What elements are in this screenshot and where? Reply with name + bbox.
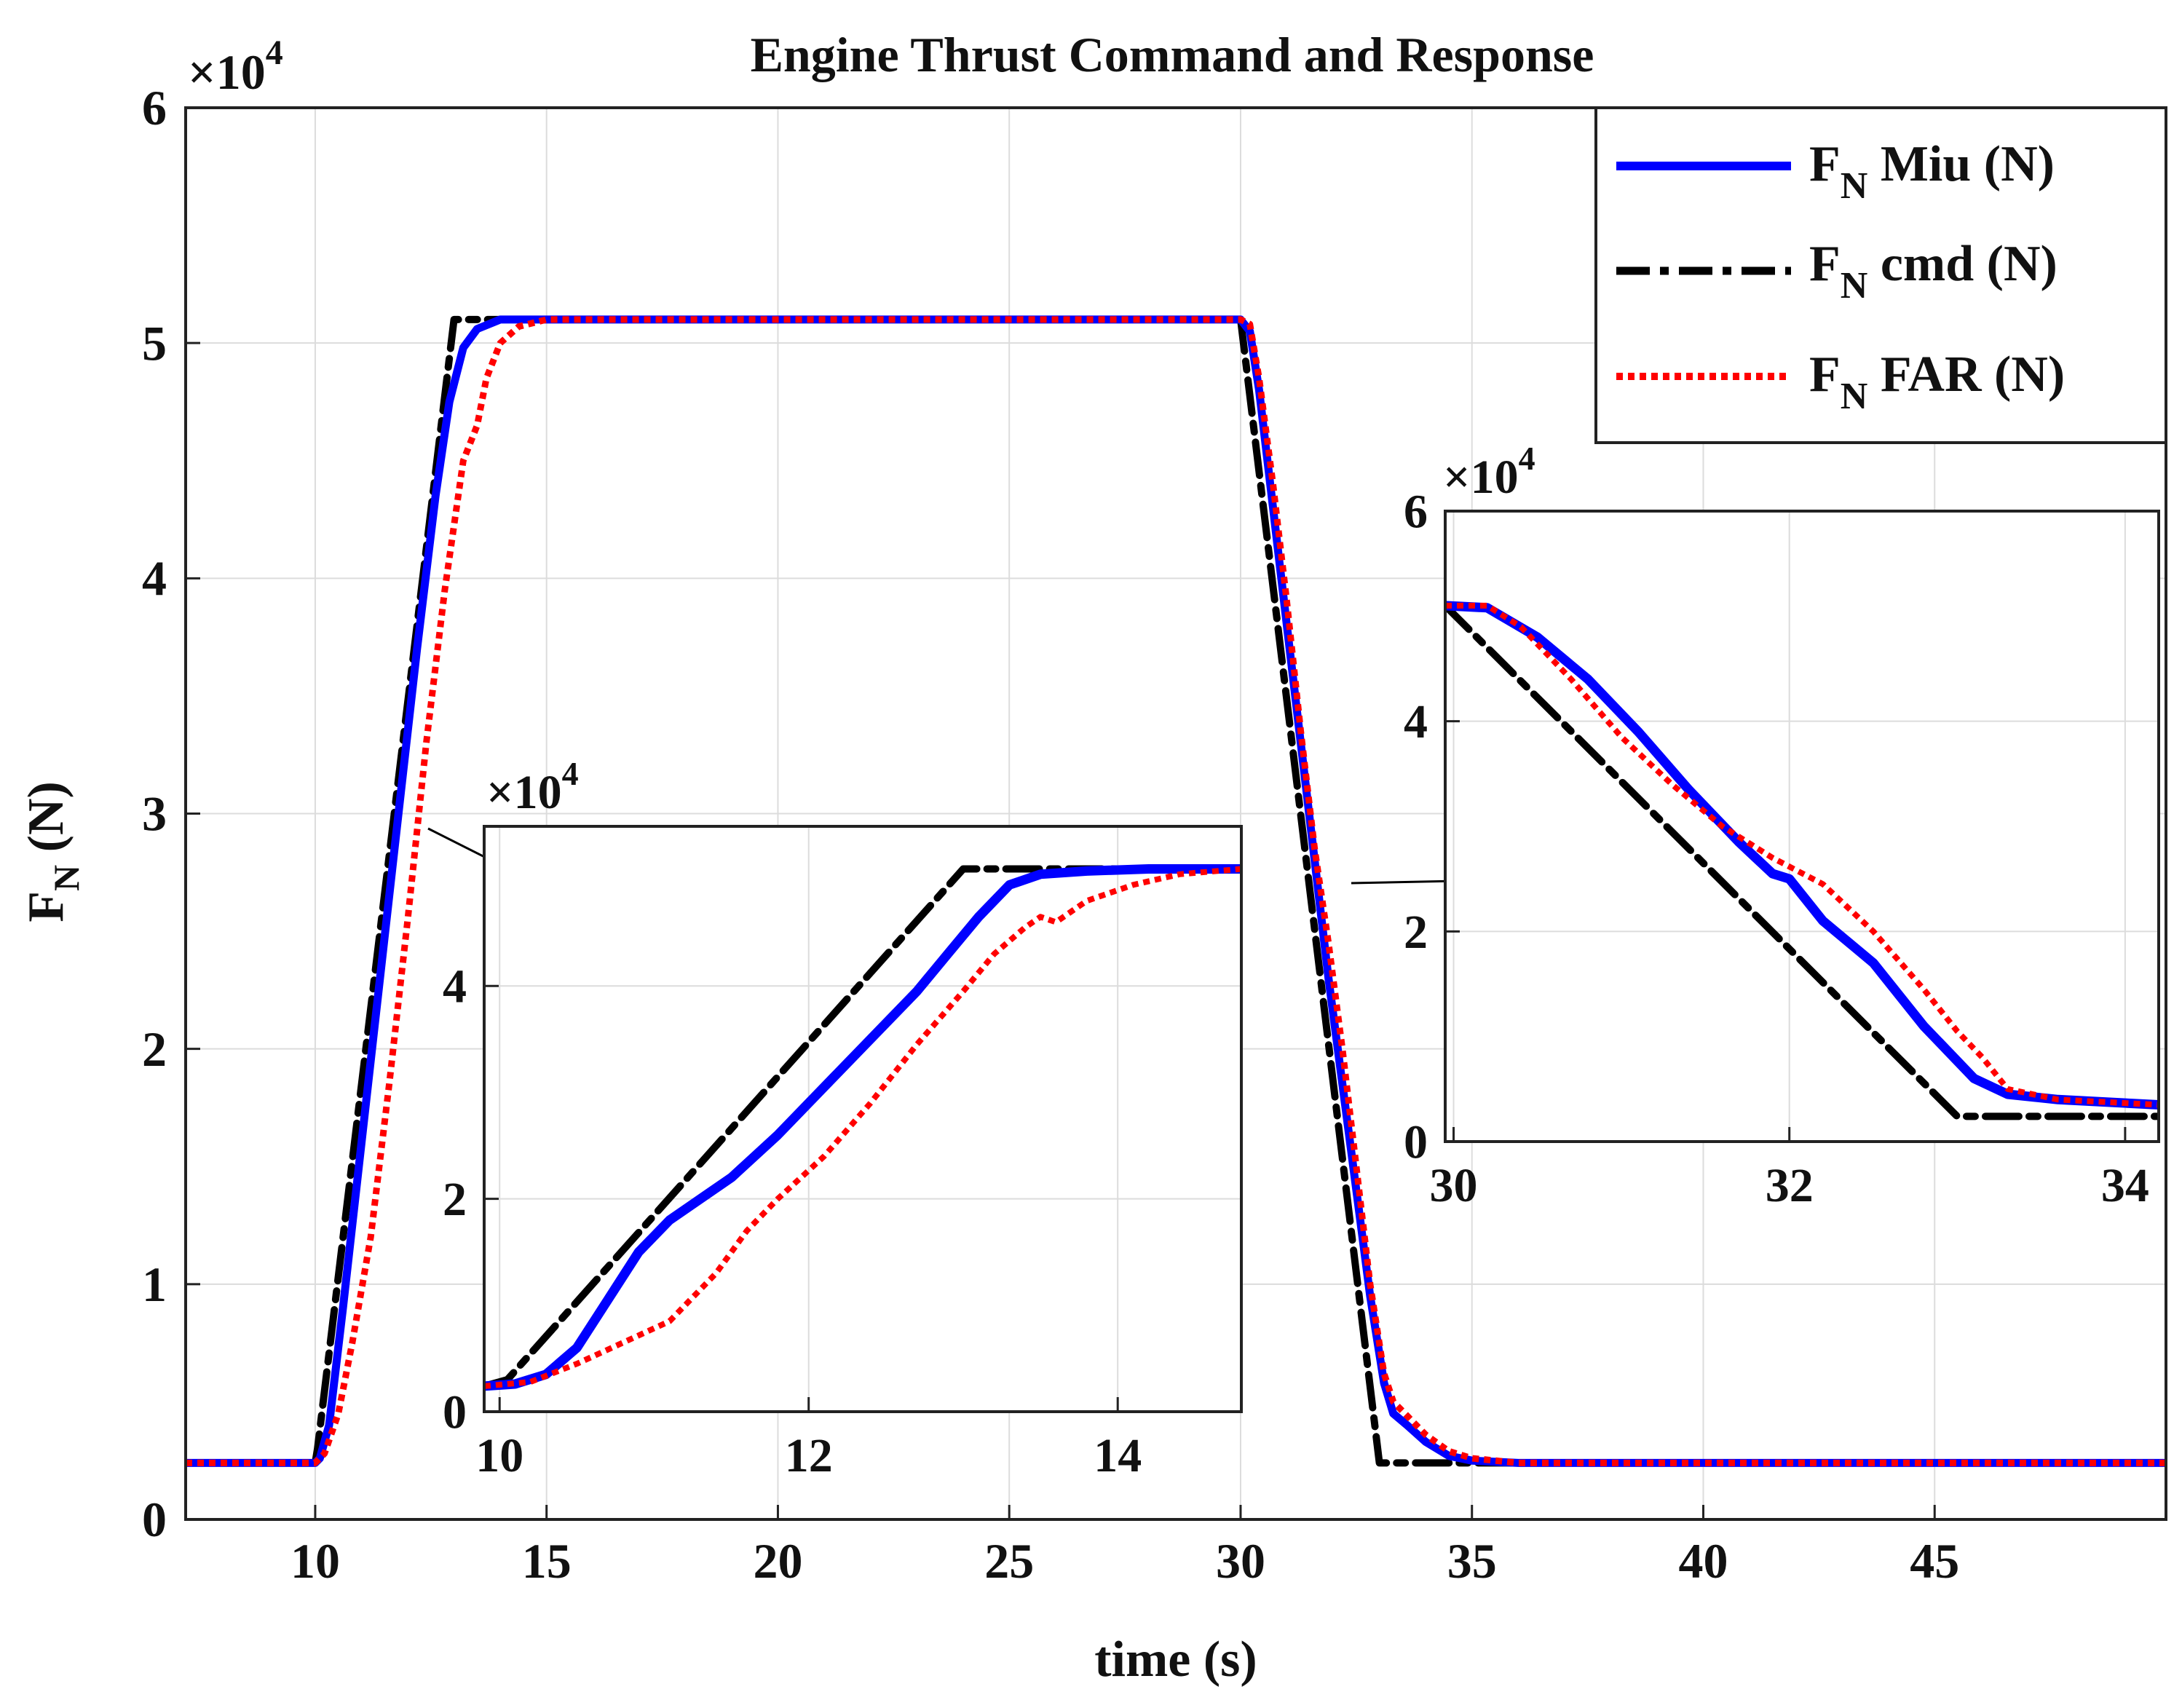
main-xtick-label-25: 25 [984, 1533, 1034, 1589]
inset_fall-series-far-line [1445, 602, 2159, 1108]
inset-fall-series-group [1445, 601, 2159, 1120]
main-ytick-label-0: 0 [142, 1492, 167, 1547]
inset_fall-ytick-label-4: 4 [1404, 695, 1428, 748]
inset-rise-axes-box [483, 825, 1243, 1413]
main-xtick-label-40: 40 [1678, 1533, 1728, 1589]
main-xtick-label-30: 30 [1216, 1533, 1265, 1589]
svg-text:×104: ×104 [486, 755, 579, 819]
inset-fall-exponent-label: ×104 [1443, 440, 1535, 504]
main-ytick-label-1: 1 [142, 1257, 167, 1312]
inset_rise-ytick-label-4: 4 [443, 960, 467, 1013]
chart-title: Engine Thrust Command and Response [751, 27, 1594, 82]
inset_fall-series-miu-line [1445, 601, 2159, 1110]
inset_fall-ytick-label-0: 0 [1404, 1115, 1428, 1169]
main-exponent-label: ×104 [188, 33, 283, 100]
inset_rise-series-miu-line [484, 864, 1241, 1391]
main-ytick-label-2: 2 [142, 1021, 167, 1077]
main-xtick-label-10: 10 [290, 1533, 340, 1589]
main-ytick-label-3: 3 [142, 786, 167, 842]
inset-rise-series-group [484, 864, 1241, 1391]
y-axis-label: FN (N) [18, 781, 87, 922]
inset-rise-ticks: 10 12 14 0 2 4 [443, 960, 1142, 1482]
inset_rise-ytick-label-0: 0 [443, 1385, 467, 1439]
legend-label-miu: FN Miu (N) [1809, 136, 2055, 207]
y-axis-label-unit: (N) [18, 781, 74, 865]
main-ytick-label-6: 6 [142, 80, 167, 135]
svg-text:×104: ×104 [188, 33, 283, 100]
svg-text:FN (N): FN (N) [18, 781, 87, 922]
inset-fall-ticks: 30 32 34 0 2 4 6 [1404, 485, 2149, 1212]
inset_rise-xtick-label-12: 12 [785, 1429, 833, 1482]
inset_rise-series-far-line [484, 866, 1241, 1389]
inset-fall-exponent-base: ×10 [1443, 451, 1519, 504]
main-xtick-label-20: 20 [753, 1533, 802, 1589]
y-axis-label-main: F [18, 891, 74, 922]
inset_fall-xtick-label-30: 30 [1430, 1159, 1478, 1212]
inset_rise-xtick-label-14: 14 [1094, 1429, 1142, 1482]
inset-rise-exponent-base: ×10 [486, 766, 562, 819]
main-series-far-line [186, 316, 2166, 1466]
main-ytick-label-5: 5 [142, 315, 167, 371]
legend-label-cmd: FN cmd (N) [1809, 236, 2058, 307]
main-series-group [186, 315, 2166, 1467]
main-xtick-label-45: 45 [1910, 1533, 1959, 1589]
main-xtick-label-15: 15 [522, 1533, 572, 1589]
svg-text:×104: ×104 [1443, 440, 1535, 504]
y-axis-label-sub: N [46, 865, 87, 891]
x-axis-label: time (s) [1094, 1632, 1257, 1688]
inset_rise-xtick-label-10: 10 [475, 1429, 523, 1482]
inset_fall-ytick-label-2: 2 [1404, 906, 1428, 959]
main-axes-box [184, 106, 2167, 1521]
inset-rise-plot-area [484, 826, 1241, 1412]
inset_fall-series-cmd-line [1445, 601, 2159, 1120]
legend-label-far: FN FAR (N) [1809, 347, 2065, 417]
main-xtick-label-35: 35 [1447, 1533, 1497, 1589]
inset_fall-xtick-label-32: 32 [1766, 1159, 1814, 1212]
legend: FN Miu (N) FN cmd (N) FN FAR (N) [1594, 106, 2167, 444]
inset-rise-exponent-label: ×104 [486, 755, 579, 819]
inset-fall-plot-area [1445, 511, 2159, 1142]
main-ytick-label-4: 4 [142, 550, 167, 606]
inset_rise-ytick-label-2: 2 [443, 1173, 467, 1226]
inset-fall-exponent-power: 4 [1519, 440, 1535, 477]
main-exponent-base: ×10 [188, 44, 266, 100]
inset_fall-ytick-label-6: 6 [1404, 485, 1428, 538]
inset-fall-axes-box [1444, 510, 2160, 1143]
inset-rise-exponent-power: 4 [562, 755, 579, 792]
main-exponent-power: 4 [266, 33, 283, 72]
inset_fall-xtick-label-34: 34 [2101, 1159, 2149, 1212]
